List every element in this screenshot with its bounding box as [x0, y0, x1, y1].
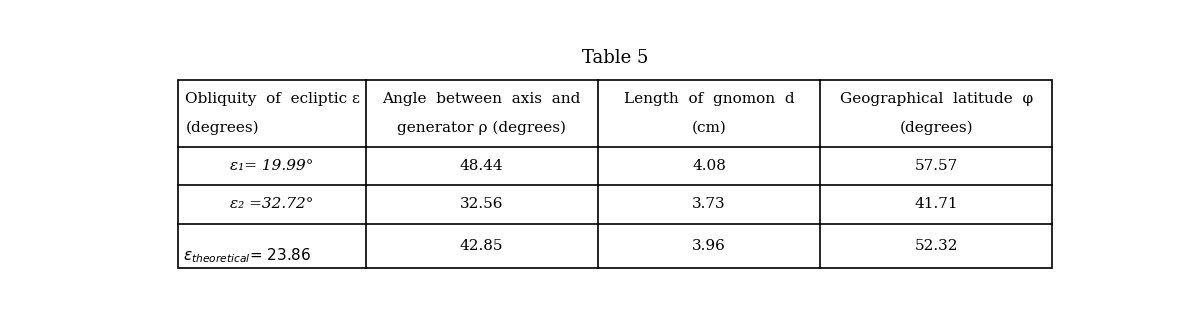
Text: 3.73: 3.73: [692, 197, 726, 211]
Text: 32.56: 32.56: [460, 197, 504, 211]
Text: 4.08: 4.08: [692, 159, 726, 173]
Text: ε₁= 19.99°: ε₁= 19.99°: [230, 159, 313, 173]
Text: Geographical  latitude  φ: Geographical latitude φ: [840, 91, 1033, 106]
Text: 52.32: 52.32: [914, 239, 958, 253]
Text: Length  of  gnomon  d: Length of gnomon d: [624, 91, 794, 106]
Text: ε₂ =32.72°: ε₂ =32.72°: [230, 197, 313, 211]
Text: 41.71: 41.71: [914, 197, 958, 211]
Text: Obliquity  of  ecliptic ε: Obliquity of ecliptic ε: [185, 91, 360, 106]
Text: 57.57: 57.57: [914, 159, 958, 173]
Text: Angle  between  axis  and: Angle between axis and: [383, 91, 581, 106]
Text: $\varepsilon_{\mathit{theoretical}}$= 23.86: $\varepsilon_{\mathit{theoretical}}$= 23…: [184, 246, 312, 265]
Text: (cm): (cm): [691, 121, 726, 135]
Text: 42.85: 42.85: [460, 239, 504, 253]
Text: Table 5: Table 5: [582, 49, 648, 67]
Text: generator ρ (degrees): generator ρ (degrees): [397, 121, 566, 135]
Text: (degrees): (degrees): [900, 121, 973, 135]
Text: 48.44: 48.44: [460, 159, 504, 173]
Text: 3.96: 3.96: [692, 239, 726, 253]
Text: (degrees): (degrees): [185, 121, 259, 135]
